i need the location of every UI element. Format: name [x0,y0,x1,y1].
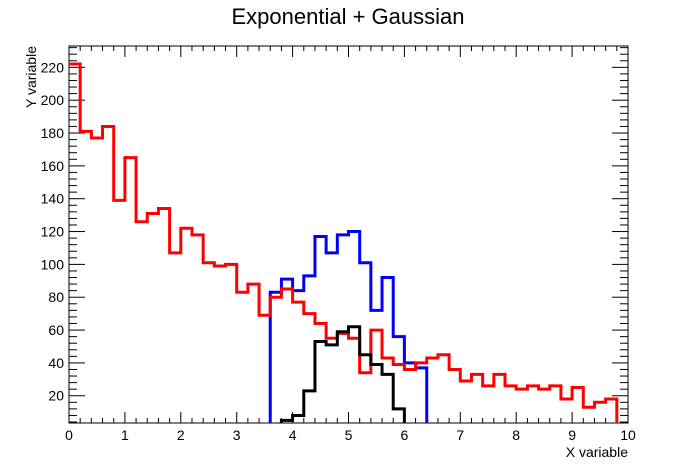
axis-ticks [68,46,629,423]
x-tick-label: 1 [121,427,129,443]
y-tick-label: 220 [41,59,65,75]
y-tick-label: 160 [41,158,65,174]
histogram-series [69,62,619,423]
x-tick-label: 3 [233,427,241,443]
y-tick-label: 100 [41,256,65,272]
y-tick-label: 80 [48,289,64,305]
x-tick-label: 5 [345,427,353,443]
y-tick-label: 40 [48,355,64,371]
y-axis-title: Y variable [23,46,39,108]
x-tick-labels: 0 1 2 3 4 5 6 7 8 9 10 [65,427,636,443]
x-axis-title: X variable [566,444,628,460]
x-tick-label: 9 [568,427,576,443]
x-tick-label: 10 [620,427,636,443]
x-tick-label: 4 [289,427,297,443]
histogram-series-3 [279,325,406,423]
y-tick-label: 60 [48,322,64,338]
y-tick-label: 180 [41,125,65,141]
chart-title: Exponential + Gaussian [232,4,465,29]
x-tick-label: 2 [177,427,185,443]
x-tick-label: 7 [456,427,464,443]
y-tick-label: 140 [41,191,65,207]
y-tick-label: 200 [41,92,65,108]
histogram-series-2 [69,62,619,423]
y-tick-label: 20 [48,388,64,404]
x-tick-label: 0 [65,427,73,443]
y-tick-label: 120 [41,224,65,240]
histogram-outline [279,325,406,423]
x-tick-label: 8 [512,427,520,443]
histogram-outline [69,62,619,423]
y-tick-labels: 20 40 60 80 100 120 140 160 180 200 220 [41,59,65,403]
x-tick-label: 6 [401,427,409,443]
